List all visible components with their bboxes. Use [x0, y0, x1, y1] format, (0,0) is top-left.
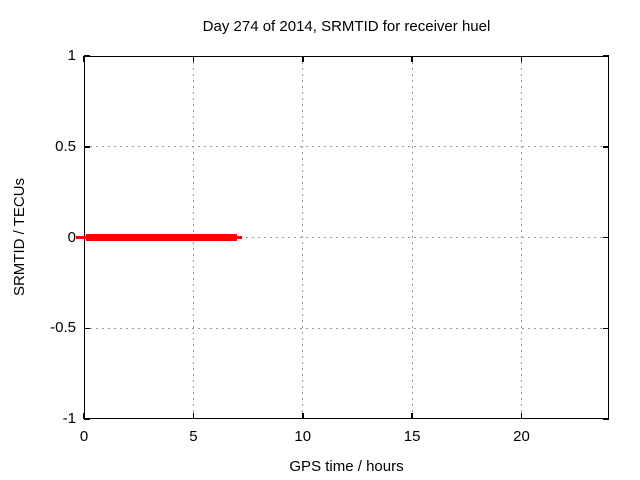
- x-tick-top: [520, 56, 523, 62]
- y-tick-left: [84, 55, 90, 57]
- horizontal-gridline: [84, 146, 609, 148]
- x-tick-label: 10: [294, 428, 312, 445]
- x-tick-top: [302, 56, 304, 62]
- x-tick-label: 0: [79, 428, 89, 445]
- x-axis-label: GPS time / hours: [289, 458, 404, 475]
- x-tick-top: [192, 56, 195, 62]
- y-tick-label: 0: [67, 228, 76, 246]
- y-tick-label: 0.5: [55, 137, 76, 155]
- x-tick-bottom: [411, 413, 413, 419]
- x-tick-label: 20: [513, 428, 530, 445]
- y-tick-right: [603, 55, 609, 57]
- y-tick-right: [603, 146, 609, 148]
- x-tick-bottom: [520, 413, 523, 419]
- x-tick-bottom: [302, 413, 304, 419]
- x-tick-bottom: [192, 413, 195, 419]
- y-tick-label: 1: [67, 47, 76, 64]
- y-tick-right: [603, 418, 609, 420]
- y-tick-right: [603, 327, 609, 329]
- x-tick-top: [83, 56, 85, 62]
- series-line: [86, 234, 237, 241]
- x-tick-top: [411, 56, 413, 62]
- y-tick-label: -0.5: [50, 319, 76, 337]
- y-tick-left: [84, 418, 90, 420]
- y-tick-label: -1: [62, 410, 76, 427]
- x-tick-label: 5: [189, 428, 198, 445]
- chart-title: Day 274 of 2014, SRMTID for receiver hue…: [202, 18, 491, 35]
- y-tick-right: [603, 236, 609, 239]
- y-tick-left: [84, 146, 90, 148]
- horizontal-gridline: [84, 237, 609, 238]
- x-tick-label: 15: [403, 428, 421, 445]
- x-tick-bottom: [83, 413, 85, 419]
- horizontal-gridline: [84, 327, 609, 329]
- y-tick-left: [84, 327, 90, 329]
